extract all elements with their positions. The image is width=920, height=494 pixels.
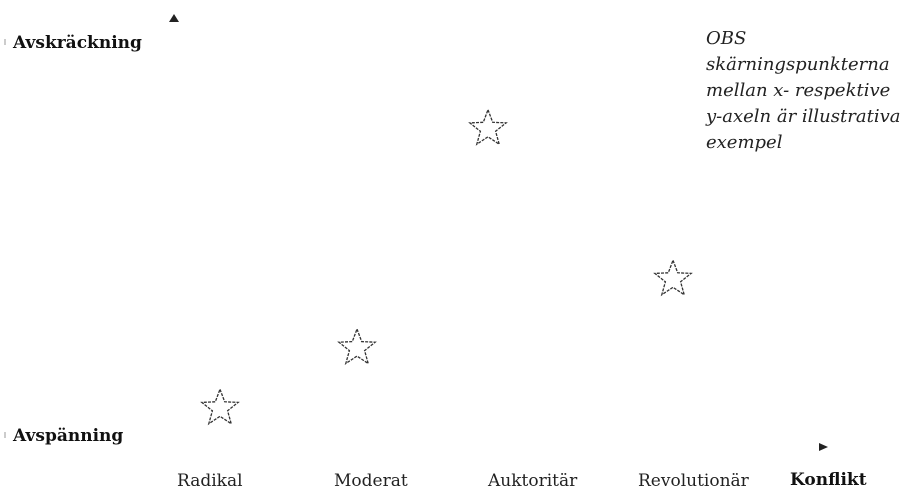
note-line: exempel <box>706 132 783 153</box>
x-tick-labels: Radikal Moderat Auktoritär Revolutionär <box>177 471 750 491</box>
x-axis-arrowhead <box>819 443 828 451</box>
note-line: skärningspunkterna <box>706 54 890 75</box>
star-icon <box>653 258 693 297</box>
x-tick-label: Radikal <box>177 471 243 491</box>
star-icon <box>337 327 377 366</box>
star-icon <box>200 387 240 426</box>
note-line: y-axeln är illustrativa <box>705 106 900 127</box>
x-tick-label: Moderat <box>334 471 408 491</box>
data-points <box>200 107 693 426</box>
y-axis-arrowhead <box>169 14 179 22</box>
note-line: OBS <box>706 28 746 49</box>
y-axis-bottom-label: Avspänning <box>12 426 123 446</box>
y-axis-top-label: Avskräckning <box>12 33 142 53</box>
x-tick-label: Revolutionär <box>638 471 750 491</box>
note: OBS skärningspunkterna mellan x- respekt… <box>705 28 900 153</box>
x-tick-label: Auktoritär <box>487 471 578 491</box>
x-axis-title: Konflikt <box>790 470 867 490</box>
star-icon <box>468 107 508 146</box>
note-line: mellan x- respektive <box>706 80 890 101</box>
